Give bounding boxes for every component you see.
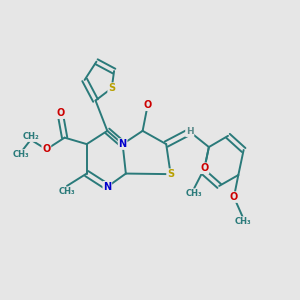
Text: N: N <box>103 182 111 192</box>
Text: H: H <box>186 127 194 136</box>
Text: CH₃: CH₃ <box>59 187 75 196</box>
Text: CH₃: CH₃ <box>234 217 251 226</box>
Text: O: O <box>56 108 64 118</box>
Text: S: S <box>167 169 174 179</box>
Text: N: N <box>118 139 127 149</box>
Text: CH₃: CH₃ <box>186 189 202 198</box>
Text: O: O <box>143 100 152 110</box>
Text: CH₃: CH₃ <box>12 150 29 159</box>
Text: CH₂: CH₂ <box>22 132 39 141</box>
Text: S: S <box>108 83 115 93</box>
Text: O: O <box>230 192 238 202</box>
Text: O: O <box>200 163 208 173</box>
Text: O: O <box>42 144 50 154</box>
